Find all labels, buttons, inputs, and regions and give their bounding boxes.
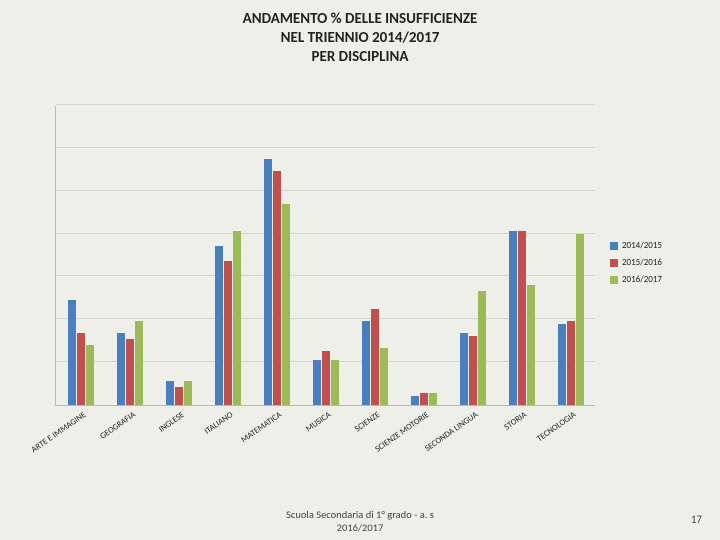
bar [166,381,174,405]
bar-group [56,106,105,405]
bar-groups [56,106,595,405]
bar [86,345,94,405]
page-number: 17 [691,513,702,526]
title-line-2: NEL TRIENNIO 2014/2017 [0,29,720,48]
legend-label: 2015/2016 [622,257,662,268]
bar-group [252,106,301,405]
chart-title: ANDAMENTO % DELLE INSUFFICIENZE NEL TRIE… [0,0,720,66]
x-axis-label: SECONDA LINGUA [424,410,481,454]
title-line-3: PER DISCIPLINA [0,48,720,67]
bar [518,231,526,405]
bar [469,336,477,405]
bar-group [350,106,399,405]
legend-item: 2014/2015 [610,240,710,251]
x-axis-label: ARTE E IMMAGINE [30,410,89,455]
bar-group [399,106,448,405]
bar-group [203,106,252,405]
bar [175,387,183,405]
x-axis-label: ITALIANO [203,410,235,437]
x-axis-label: STORIA [503,410,529,433]
gridline [56,104,595,105]
bar-group [105,106,154,405]
bar [558,324,566,405]
bar [331,360,339,405]
footer-line-1: Scuola Secondaria di 1° grado - a. s [0,508,720,521]
bar-group [301,106,350,405]
bar [478,291,486,405]
x-axis-labels: ARTE E IMMAGINEGEOGRAFIAINGLESEITALIANOM… [55,406,595,458]
x-axis-label: INGLESE [157,410,186,435]
legend-label: 2014/2015 [622,240,662,251]
bar [135,321,143,405]
bar [429,393,437,405]
x-axis-label: GEOGRAFIA [98,410,137,442]
legend-item: 2015/2016 [610,257,710,268]
bar [68,300,76,405]
bar [126,339,134,405]
bar [273,171,281,405]
legend-swatch [610,276,618,284]
bar [313,360,321,405]
bar-group [546,106,595,405]
bar [509,231,517,405]
x-axis-label: MATEMATICA [240,410,284,445]
bar [322,351,330,405]
bar [184,381,192,405]
bar-group [497,106,546,405]
plot-area [55,106,595,406]
legend-swatch [610,259,618,267]
chart: ARTE E IMMAGINEGEOGRAFIAINGLESEITALIANOM… [55,106,595,440]
title-line-1: ANDAMENTO % DELLE INSUFFICIENZE [0,10,720,29]
x-axis-label: TECNOLOGIA [535,410,578,444]
bar [380,348,388,405]
x-axis-label: SCIENZE [353,410,382,434]
bar [362,321,370,405]
bar [224,261,232,405]
bar [411,396,419,405]
bar [371,309,379,405]
legend: 2014/2015 2015/2016 2016/2017 [610,240,710,291]
footer-line-2: 2016/2017 [0,521,720,534]
bar [117,333,125,405]
bar [215,246,223,405]
x-axis-label: MUSICA [304,410,333,434]
bar [282,204,290,405]
legend-label: 2016/2017 [622,274,662,285]
bar [460,333,468,405]
legend-swatch [610,242,618,250]
bar [576,234,584,405]
legend-item: 2016/2017 [610,274,710,285]
bar [567,321,575,405]
x-axis-label: SCIENZE MOTORIE [374,410,432,455]
bar [527,285,535,405]
bar [264,159,272,405]
bar [233,231,241,405]
footer-caption: Scuola Secondaria di 1° grado - a. s 201… [0,508,720,534]
bar [420,393,428,405]
bar-group [448,106,497,405]
bar [77,333,85,405]
bar-group [154,106,203,405]
